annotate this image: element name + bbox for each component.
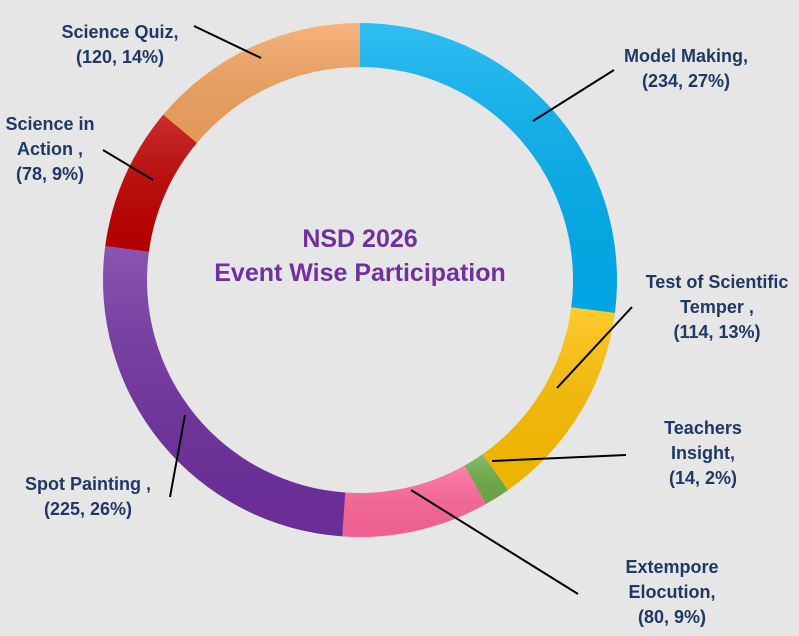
slice-shading-extempore-elocution (342, 465, 486, 537)
chart-title: NSD 2026 (302, 225, 418, 253)
data-label-line: (78, 9%) (15, 164, 85, 184)
data-label-line: (14, 2%) (668, 468, 738, 488)
leader-line-teachers-insight (491, 454, 627, 462)
leader-line-spot-painting (169, 414, 186, 498)
data-label-line: (225, 26%) (43, 499, 133, 519)
data-label-extempore-elocution: Extempore Elocution, (80, 9%) (625, 555, 718, 630)
data-label-line: Extempore (625, 557, 719, 577)
slices-group (102, 23, 617, 537)
data-label-line: Teachers (664, 418, 742, 438)
data-label-line: Science in (5, 114, 95, 134)
slice-shading-test-of-scientific-temper (482, 307, 615, 491)
data-label-line: Test of Scientific (645, 272, 789, 292)
leader-line-extempore-elocution (410, 489, 579, 595)
data-label-model-making: Model Making, (234, 27%) (624, 44, 748, 94)
leader-line-model-making (532, 69, 615, 122)
data-label-line: Temper , (680, 297, 754, 317)
leader-line-science-in-action (102, 149, 154, 181)
data-label-line: (120, 14%) (75, 47, 165, 67)
data-label-line: Action , (16, 139, 83, 159)
data-label-line: Elocution, (628, 582, 716, 602)
slice-shading-model-making (360, 23, 617, 314)
data-label-teachers-insight: Teachers Insight, (14, 2%) (664, 416, 742, 491)
data-label-test-of-scientific-temper: Test of Scientific Temper , (114, 13%) (646, 270, 789, 345)
slice-shading-science-in-action (105, 114, 197, 252)
data-label-line: Insight, (671, 443, 735, 463)
slice-shading-science-quiz (163, 23, 360, 143)
slice-shading-spot-painting (102, 246, 346, 537)
leader-lines-group (102, 25, 633, 595)
slice-shading-teachers-insight (464, 454, 509, 505)
data-label-science-quiz: Science Quiz, (120, 14%) (61, 20, 178, 70)
data-label-line: Spot Painting , (25, 474, 151, 494)
data-label-line: (234, 27%) (641, 71, 731, 91)
data-label-line: (114, 13%) (673, 322, 761, 342)
data-label-spot-painting: Spot Painting , (225, 26%) (25, 472, 151, 522)
leader-line-science-quiz (193, 25, 262, 59)
data-label-line: Science Quiz, (61, 22, 179, 42)
data-label-science-in-action: Science in Action , (78, 9%) (5, 112, 94, 187)
chart-subtitle: Event Wise Participation (214, 259, 506, 287)
data-label-line: (80, 9%) (637, 607, 707, 627)
data-label-line: Model Making, (623, 46, 749, 66)
leader-line-test-of-scientific-temper (556, 306, 633, 389)
